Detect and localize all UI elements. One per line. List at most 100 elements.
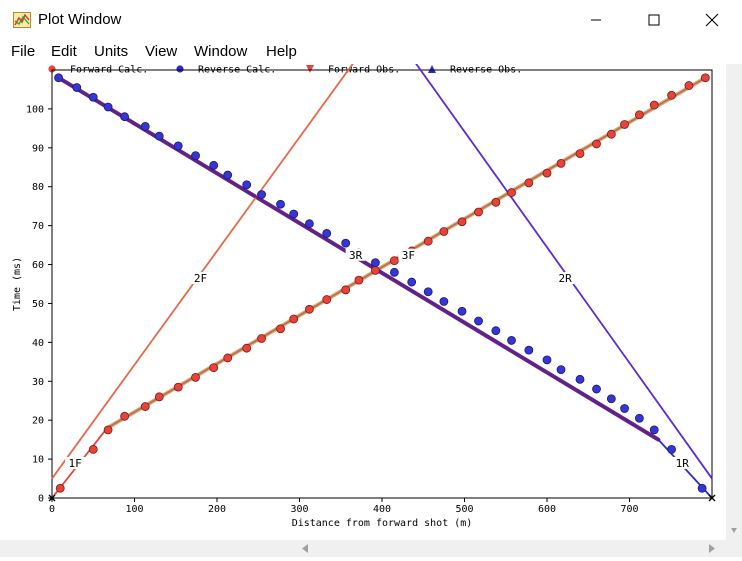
y-tick-label: 70 bbox=[32, 221, 44, 232]
reverse-calc-point bbox=[474, 316, 483, 326]
scroll-down-arrow-icon[interactable] bbox=[731, 528, 737, 533]
forward-calc-point bbox=[304, 304, 314, 314]
x-tick-label: 400 bbox=[373, 504, 391, 515]
y-tick-label: 10 bbox=[32, 455, 44, 466]
y-tick-label: 50 bbox=[32, 299, 44, 310]
menu-file[interactable]: File bbox=[11, 43, 36, 60]
title-bar: Plot Window bbox=[0, 0, 742, 40]
maximize-icon bbox=[648, 14, 660, 26]
scroll-right-arrow-icon[interactable] bbox=[709, 544, 715, 553]
forward-calc-point bbox=[370, 265, 380, 275]
reverse-calc-point bbox=[276, 199, 285, 209]
scroll-left-arrow-icon[interactable] bbox=[302, 544, 308, 553]
forward-calc-point bbox=[491, 197, 501, 207]
minimize-button[interactable] bbox=[573, 4, 619, 36]
y-tick-label: 20 bbox=[32, 416, 44, 427]
forward-calc-point bbox=[209, 363, 219, 373]
forward-calc-point bbox=[276, 324, 285, 334]
y-tick-label: 90 bbox=[32, 143, 44, 154]
vertical-scrollbar[interactable] bbox=[726, 64, 742, 540]
reverse-calc-point bbox=[592, 384, 601, 394]
forward-calc-point bbox=[140, 402, 150, 411]
x-tick-label: 700 bbox=[620, 504, 638, 515]
line-label-1r: 1R bbox=[676, 457, 690, 470]
forward-calc-point bbox=[354, 275, 364, 285]
line-label-bg bbox=[398, 248, 419, 261]
y-tick-label: 100 bbox=[26, 104, 44, 115]
forward-calc-point bbox=[592, 139, 601, 149]
forward-calc-point bbox=[620, 120, 629, 129]
legend-marker-triangle-up bbox=[428, 65, 436, 73]
forward-calc-point bbox=[606, 129, 616, 139]
horizontal-scrollbar-graphic bbox=[302, 544, 715, 553]
reverse-calc-point bbox=[457, 306, 467, 316]
reverse-calc-point bbox=[54, 73, 63, 83]
reverse-calc-point bbox=[120, 112, 129, 122]
reverse-calc-point bbox=[524, 345, 534, 355]
y-tick-label: 30 bbox=[32, 377, 44, 388]
x-tick-label: 600 bbox=[538, 504, 556, 515]
reverse-calc-point bbox=[556, 365, 566, 375]
reverse-calc-point bbox=[242, 180, 252, 190]
reverse-calc-point bbox=[154, 131, 164, 141]
x-tick-label: 200 bbox=[208, 504, 226, 515]
menu-help[interactable]: Help bbox=[266, 43, 297, 60]
traveltime-chart: Forward Calc. Reverse Calc. Forward Obs. Re… bbox=[12, 64, 716, 529]
forward-calc-point bbox=[389, 256, 399, 266]
reverse-calc-point bbox=[542, 355, 552, 365]
reverse-calc-point bbox=[191, 151, 200, 160]
reverse-calc-point bbox=[322, 229, 332, 238]
line-label-bg bbox=[345, 248, 366, 261]
reverse-calc-point bbox=[667, 444, 676, 454]
forward-calc-point bbox=[635, 110, 644, 120]
maximize-button[interactable] bbox=[631, 4, 677, 36]
close-icon bbox=[705, 13, 719, 27]
reverse-calc-point bbox=[88, 92, 98, 102]
layer-line-2r bbox=[415, 64, 713, 480]
line-label-bg bbox=[672, 456, 693, 469]
menu-window[interactable]: Window bbox=[194, 43, 248, 60]
close-button[interactable] bbox=[689, 4, 735, 36]
x-tick-label: 500 bbox=[455, 504, 473, 515]
plot-area: Forward Calc. Reverse Calc. Forward Obs. Re… bbox=[0, 64, 742, 540]
forward-calc-point bbox=[667, 90, 676, 100]
line-label-2f: 2F bbox=[194, 272, 207, 285]
reverse-calc-point bbox=[697, 483, 707, 493]
menu-view[interactable]: View bbox=[145, 43, 178, 60]
y-tick-label: 60 bbox=[32, 260, 44, 271]
y-tick-label: 40 bbox=[32, 338, 44, 349]
horizontal-scrollbar[interactable] bbox=[0, 540, 742, 557]
forward-calc-point bbox=[257, 334, 266, 343]
forward-calc-point bbox=[55, 483, 65, 493]
shot-point-marker bbox=[708, 494, 716, 502]
vertical-scrollbar-graphic bbox=[731, 528, 737, 533]
forward-calc-point bbox=[289, 314, 299, 324]
menu-edit[interactable]: Edit bbox=[51, 43, 77, 60]
x-tick-label: 0 bbox=[49, 504, 55, 515]
forward-calc-point bbox=[88, 444, 98, 454]
reverse-calc-point bbox=[341, 238, 351, 248]
legend-marker-circle bbox=[176, 65, 184, 73]
reverse-calc-point bbox=[140, 122, 150, 131]
forward-calc-point bbox=[423, 236, 433, 246]
reverse-calc-point bbox=[289, 209, 299, 219]
plot-window-app-icon bbox=[13, 12, 31, 28]
forward-calc-point bbox=[223, 353, 233, 363]
forward-calc-point bbox=[684, 81, 694, 90]
forward-calc-point bbox=[457, 217, 467, 227]
line-label-bg bbox=[65, 456, 86, 469]
layer-line-2f bbox=[51, 64, 354, 480]
chart-axes: 0 100 200 300 400 500 600 700 0 10 20 30 40 50 60 70 80 9… bbox=[26, 69, 713, 515]
menu-units[interactable]: Units bbox=[94, 43, 129, 60]
reverse-calc-point bbox=[423, 287, 433, 297]
forward-calc-point bbox=[154, 392, 164, 402]
reverse-calc-point bbox=[209, 160, 219, 170]
y-tick-label: 0 bbox=[38, 494, 44, 505]
forward-calc-point bbox=[120, 411, 129, 421]
reverse-calc-point bbox=[223, 170, 233, 180]
reverse-calc-point bbox=[649, 425, 659, 435]
shot-point-marker bbox=[48, 494, 56, 502]
forward-calc-point bbox=[322, 295, 332, 304]
reverse-calc-point bbox=[407, 277, 417, 287]
forward-calc-point bbox=[474, 207, 483, 217]
